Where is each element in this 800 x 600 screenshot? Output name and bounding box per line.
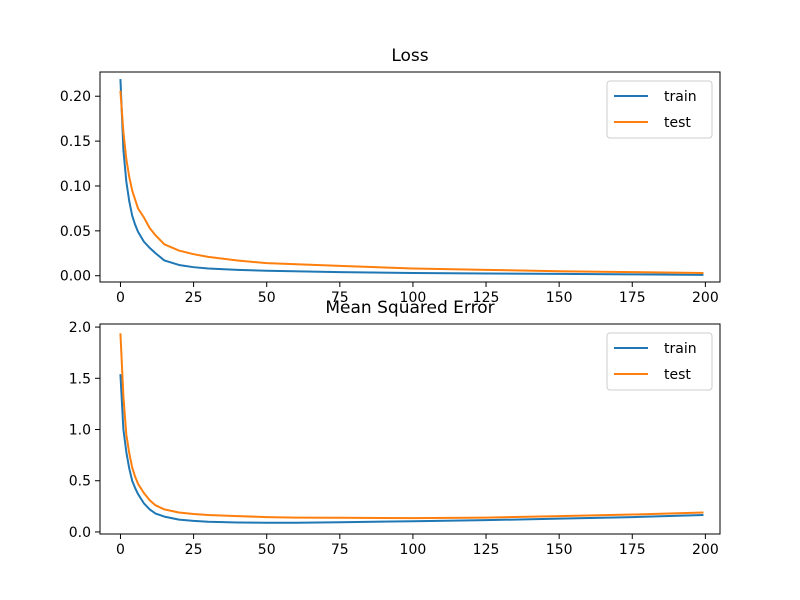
loss-x-tick-label: 150 [546,290,573,306]
mse-x-tick-label: 100 [400,542,427,558]
mse-x-tick-label: 150 [546,542,573,558]
loss-axes-frame [99,71,721,283]
loss-x-ticks: 0 25 50 75 100 125 150 175 200 [116,282,719,306]
mse-x-tick-label: 200 [692,542,719,558]
mse-y-tick-label: 0.0 [69,525,91,541]
loss-legend-train-label: train [664,89,697,105]
mse-series-line-train [119,374,704,524]
mse-x-tick-label: 125 [473,542,500,558]
mse-x-tick-label: 75 [331,542,349,558]
loss-y-tick-label: 0.05 [60,224,91,240]
loss-y-tick-label: 0.00 [60,269,91,285]
loss-y-tick-label: 0.20 [60,89,91,105]
loss-legend: train test [606,80,713,139]
mse-y-tick-label: 0.5 [69,474,91,490]
mse-subplot: 0 25 50 75 100 125 150 175 200 0.0 0.5 1.0 1.5 2.0 M… [69,298,721,558]
mse-y-ticks: 0.0 0.5 1.0 1.5 2.0 [69,320,100,541]
loss-subplot: 0 25 50 75 100 125 150 175 200 0.000.050.100.150… [60,46,721,306]
mse-axes-frame [99,323,721,535]
mse-y-tick-label: 1.0 [69,423,91,439]
mse-chart-title: Mean Squared Error [325,298,494,318]
mse-legend-test-label: test [664,367,691,383]
loss-x-tick-label: 25 [185,290,203,306]
mse-y-tick-label: 2.0 [69,320,91,336]
mse-y-tick-label: 1.5 [69,371,91,387]
loss-chart-title: Loss [391,46,428,66]
mse-x-tick-label: 0 [116,542,125,558]
mse-x-tick-label: 175 [619,542,646,558]
mse-x-tick-label: 50 [258,542,276,558]
loss-x-tick-label: 125 [473,290,500,306]
mse-x-ticks: 0 25 50 75 100 125 150 175 200 [116,534,719,558]
loss-x-tick-label: 100 [400,290,427,306]
loss-y-tick-label: 0.15 [60,134,91,150]
mse-x-tick-label: 25 [185,542,203,558]
loss-x-tick-label: 175 [619,290,646,306]
loss-y-tick-label: 0.10 [60,179,91,195]
loss-x-tick-label: 50 [258,290,276,306]
mse-legend-train-label: train [664,341,697,357]
loss-series-line-train [119,79,704,276]
loss-x-tick-label: 75 [331,290,349,306]
loss-x-tick-label: 0 [116,290,125,306]
mse-series-line-test [119,333,704,520]
mse-legend: train test [606,332,713,391]
loss-x-tick-label: 200 [692,290,719,306]
loss-line-layer [119,79,704,276]
loss-series-line-test [119,90,704,275]
loss-legend-test-label: test [664,115,691,131]
mse-line-layer [119,333,704,524]
loss-y-ticks: 0.00 0.05 0.10 0.15 0.20 [60,89,100,285]
